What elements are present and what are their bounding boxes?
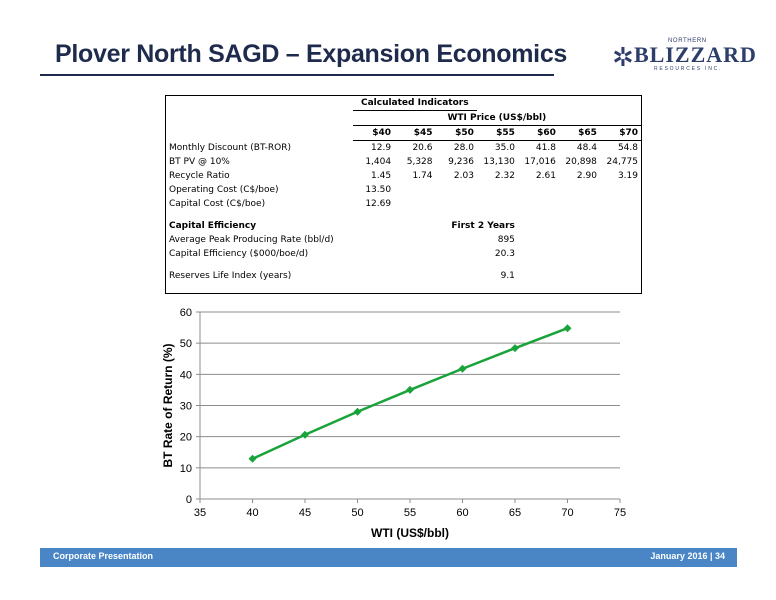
- wti-header-row: WTI Price (US$/bbl): [166, 111, 641, 126]
- cell-value: 20.3: [494, 249, 515, 259]
- cell-value: 20.6: [412, 143, 433, 153]
- price-header: $40: [352, 125, 395, 141]
- y-tick-label: 50: [180, 338, 192, 350]
- cell-value: 41.8: [535, 143, 556, 153]
- data-point-marker: [458, 364, 467, 373]
- logo-main-text: BLIZZARD: [634, 42, 757, 67]
- logo-top-text: NORTHERN: [668, 38, 707, 44]
- row-label: Recycle Ratio: [169, 171, 230, 181]
- x-tick-label: 55: [404, 507, 416, 519]
- y-tick-label: 60: [180, 307, 192, 319]
- data-point-marker: [511, 344, 519, 353]
- cell-value: 24,775: [606, 157, 639, 167]
- company-logo: ✲ NORTHERN BLIZZARD RESOURCES INC.: [612, 38, 756, 78]
- capital-efficiency-header-row: Capital Efficiency First 2 Years: [166, 219, 641, 233]
- row-label: BT PV @ 10%: [169, 157, 230, 167]
- chart-series: [248, 324, 572, 463]
- y-tick-label: 0: [186, 494, 192, 506]
- row-label: Monthly Discount (BT-ROR): [169, 142, 291, 153]
- chart-tick-labels: 0 10 20 30 40 50 60 35 40 45 50 55 60 65 70 75: [180, 307, 626, 519]
- y-tick-label: 30: [180, 401, 192, 413]
- cell-value: 12.69: [365, 199, 392, 209]
- price-header: $70: [599, 125, 641, 141]
- table-title: Calculated Indicators: [352, 96, 477, 111]
- indicators-table: Calculated Indicators WTI Price (US$/bbl…: [166, 96, 641, 283]
- y-tick-label: 10: [180, 463, 192, 475]
- wti-header: WTI Price (US$/bbl): [447, 113, 547, 123]
- price-header: $50: [435, 125, 477, 141]
- cell-value: 2.61: [535, 171, 556, 181]
- cell-value: 54.8: [617, 143, 638, 153]
- y-tick-label: 40: [180, 369, 192, 381]
- snowflake-icon: ✲: [612, 42, 634, 72]
- row-label: Capital Efficiency ($000/boe/d): [169, 249, 309, 259]
- logo-bottom-text: RESOURCES INC.: [654, 66, 723, 72]
- cell-value: 3.19: [617, 171, 638, 181]
- cell-value: 12.9: [371, 143, 392, 153]
- table-row: Operating Cost (C$/boe) 13.50: [166, 183, 641, 197]
- cell-value: 2.03: [453, 171, 474, 181]
- cell-value: 1,404: [365, 157, 392, 167]
- table-row: Monthly Discount (BT-ROR) 12.9 20.6 28.0…: [166, 141, 641, 156]
- x-axis-label: WTI (US$/bbl): [371, 526, 449, 540]
- x-tick-label: 60: [456, 507, 468, 519]
- cell-value: 2.90: [576, 171, 597, 181]
- cell-value: 20,898: [565, 157, 597, 167]
- row-label: Average Peak Producing Rate (bbl/d): [169, 235, 334, 245]
- table-row: Capital Efficiency ($000/boe/d) 20.3: [166, 247, 641, 261]
- table-row: Reserves Life Index (years) 9.1: [166, 269, 641, 283]
- cell-value: 9,236: [448, 157, 474, 167]
- chart-axes: [196, 311, 621, 503]
- x-tick-label: 35: [194, 507, 206, 519]
- chart-gridlines: [200, 311, 620, 469]
- capital-efficiency-heading: Capital Efficiency: [169, 221, 257, 231]
- table-row: Average Peak Producing Rate (bbl/d) 895: [166, 233, 641, 247]
- x-tick-label: 50: [351, 507, 363, 519]
- indicators-table-panel: Calculated Indicators WTI Price (US$/bbl…: [165, 95, 642, 294]
- table-title-row: Calculated Indicators: [166, 96, 641, 111]
- footer-right-text: January 2016 | 34: [650, 551, 725, 561]
- cell-value: 895: [497, 235, 515, 245]
- page-title: Plover North SAGD – Expansion Economics: [55, 40, 568, 68]
- cell-value: 2.32: [494, 171, 515, 181]
- cell-value: 35.0: [494, 143, 515, 153]
- price-header-row: $40 $45 $50 $55 $60 $65 $70: [166, 125, 641, 141]
- data-point-marker: [406, 385, 414, 394]
- y-tick-label: 20: [180, 432, 192, 444]
- title-underline: [40, 74, 554, 76]
- data-point-marker: [248, 454, 257, 463]
- footer-left-text: Corporate Presentation: [53, 551, 154, 561]
- rate-of-return-chart: 0 10 20 30 40 50 60 35 40 45 50 55 60 65 70 75 WTI (US$…: [161, 307, 626, 540]
- x-tick-label: 45: [299, 507, 311, 519]
- cell-value: 48.4: [576, 143, 597, 153]
- footer-bar: Corporate Presentation January 2016 | 34: [40, 548, 737, 567]
- row-label: Operating Cost (C$/boe): [169, 185, 279, 195]
- data-point-marker: [353, 407, 362, 416]
- data-point-marker: [301, 430, 309, 439]
- price-header: $55: [476, 125, 518, 141]
- price-header: $65: [558, 125, 600, 141]
- row-label: Reserves Life Index (years): [169, 271, 292, 281]
- price-header: $60: [517, 125, 559, 141]
- x-tick-label: 75: [614, 507, 626, 519]
- table-row: BT PV @ 10% 1,404 5,328 9,236 13,130 17,…: [166, 155, 641, 169]
- cell-value: 17,016: [524, 157, 556, 167]
- x-tick-label: 40: [246, 507, 258, 519]
- x-tick-label: 70: [561, 507, 573, 519]
- cell-value: 1.45: [371, 171, 392, 181]
- data-point-marker: [563, 324, 572, 333]
- price-header: $45: [394, 125, 436, 141]
- table-row: Recycle Ratio 1.45 1.74 2.03 2.32 2.61 2…: [166, 169, 641, 183]
- first-two-years-header: First 2 Years: [451, 221, 515, 231]
- table-row: Capital Cost (C$/boe) 12.69: [166, 197, 641, 211]
- y-axis-label: BT Rate of Return (%): [161, 344, 175, 468]
- cell-value: 1.74: [412, 171, 433, 181]
- cell-value: 13,130: [483, 157, 515, 167]
- x-tick-label: 65: [509, 507, 521, 519]
- row-label: Capital Cost (C$/boe): [169, 199, 266, 209]
- cell-value: 13.50: [365, 185, 392, 195]
- cell-value: 28.0: [453, 143, 474, 153]
- cell-value: 5,328: [406, 157, 433, 167]
- cell-value: 9.1: [500, 271, 515, 281]
